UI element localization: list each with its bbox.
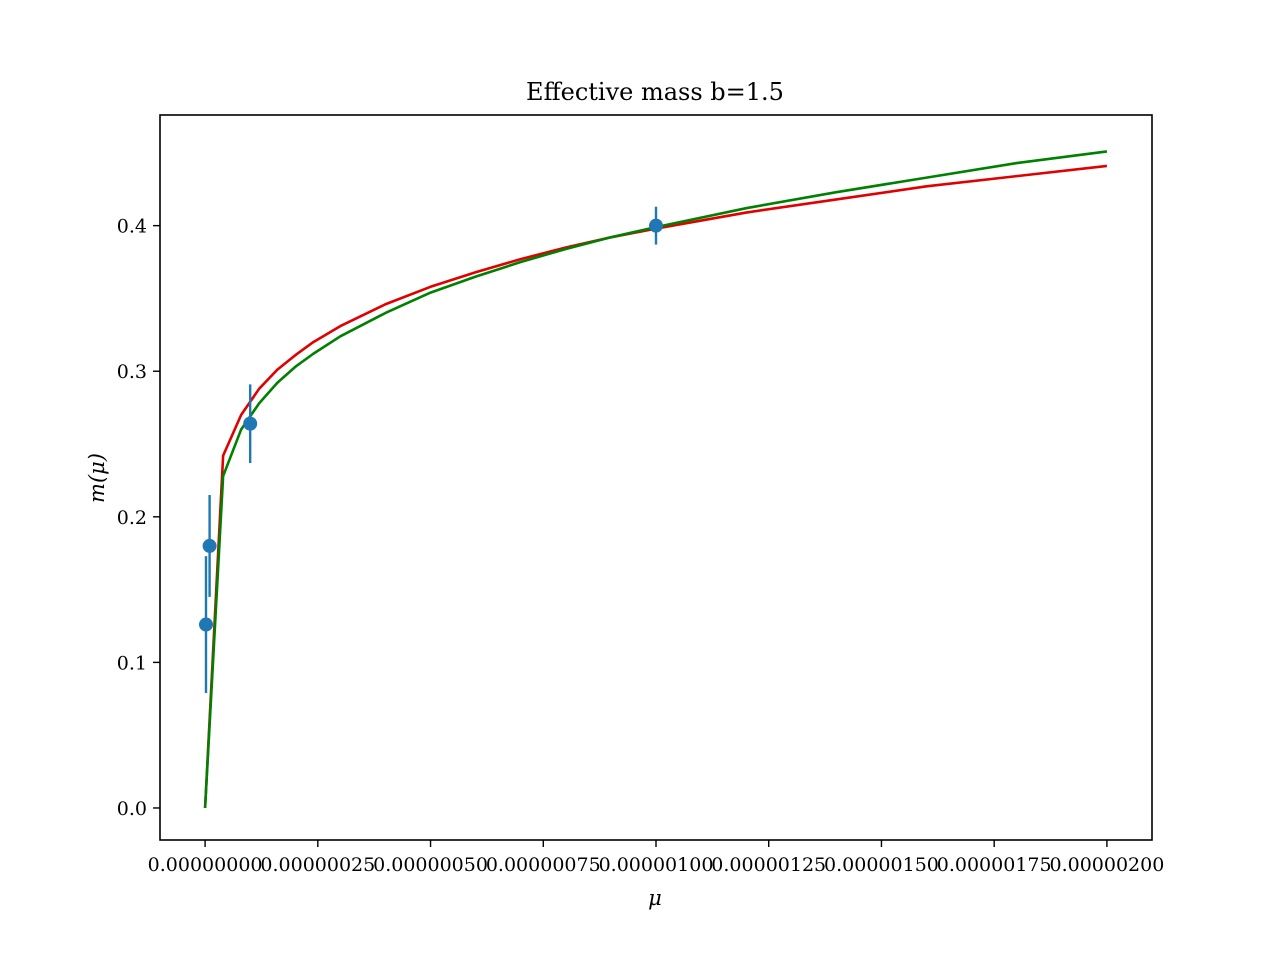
y-tick-label: 0.0 <box>117 798 147 820</box>
y-axis: 0.0 0.1 0.2 0.3 0.4 <box>117 216 160 820</box>
y-tick-label: 0.1 <box>117 652 147 674</box>
x-tick-label: 0.00000175 <box>937 854 1052 876</box>
x-axis-label: μ <box>648 886 662 910</box>
data-point <box>243 416 258 431</box>
y-tick-label: 0.3 <box>117 361 147 383</box>
fit-line-0 <box>203 164 1108 809</box>
x-tick-label: 0.00000150 <box>824 854 939 876</box>
y-tick-label: 0.4 <box>117 216 147 238</box>
x-tick-label: 0.00000025 <box>260 854 375 876</box>
x-tick-label: 0.00000125 <box>711 854 826 876</box>
x-tick-label: 0.00000200 <box>1049 854 1164 876</box>
plot-area <box>198 150 1108 809</box>
x-axis: 0.000000000.000000250.000000500.00000075… <box>148 840 1164 876</box>
chart-title: Effective mass b=1.5 <box>526 78 784 106</box>
x-tick-label: 0.00000050 <box>373 854 488 876</box>
x-tick-label: 0.00000000 <box>148 854 263 876</box>
data-point <box>198 617 213 632</box>
y-tick-label: 0.2 <box>117 507 147 529</box>
fit-line-1 <box>203 150 1108 809</box>
x-tick-label: 0.00000075 <box>486 854 601 876</box>
data-point <box>649 218 663 233</box>
data-point <box>202 538 217 553</box>
y-axis-label: m(μ) <box>85 453 109 503</box>
x-tick-label: 0.00000100 <box>599 854 714 876</box>
